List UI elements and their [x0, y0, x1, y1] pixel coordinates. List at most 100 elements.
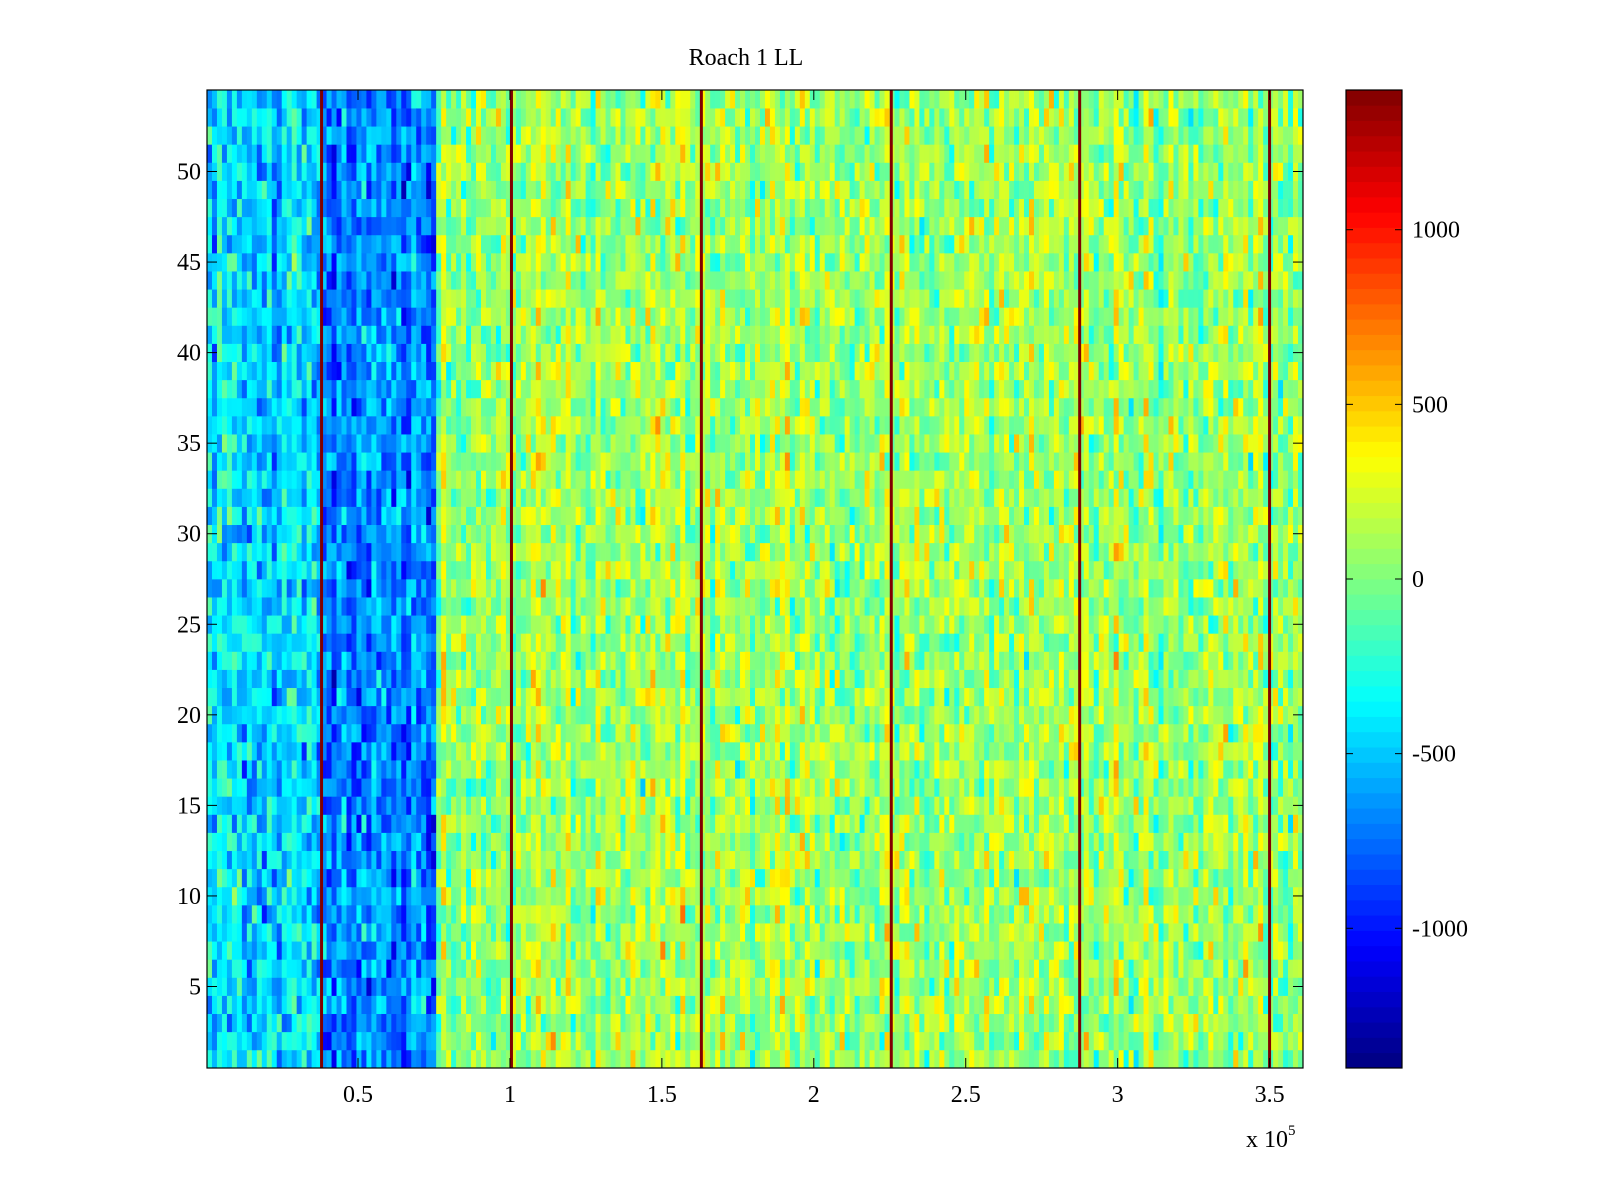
heatmap-cell [456, 651, 462, 670]
heatmap-cell [635, 886, 641, 906]
heatmap-cell [326, 234, 332, 254]
heatmap-cell [610, 90, 616, 109]
heatmap-cell [481, 669, 487, 689]
heatmap-cell [256, 452, 263, 471]
heatmap-cell [391, 923, 397, 942]
heatmap-cell [535, 868, 542, 888]
heatmap-cell [226, 905, 233, 924]
heatmap-cell [221, 886, 228, 906]
heatmap-cell [595, 452, 601, 471]
heatmap-cell [565, 216, 572, 236]
heatmap-cell [371, 144, 377, 163]
heatmap-cell [416, 108, 422, 127]
heatmap-cell [530, 434, 537, 453]
heatmap-cell [466, 778, 472, 797]
heatmap-cell [630, 814, 636, 833]
heatmap-cell [251, 615, 258, 634]
heatmap-cell [590, 814, 596, 833]
heatmap-cell [665, 814, 671, 833]
heatmap-cell [256, 216, 263, 236]
heatmap-cell [610, 579, 616, 598]
heatmap-cell [276, 669, 283, 689]
heatmap-cell [530, 325, 537, 344]
heatmap-cell [605, 868, 611, 888]
heatmap-cell [510, 579, 517, 598]
heatmap-cell [391, 1031, 397, 1051]
heatmap-cell [381, 597, 387, 616]
heatmap-cell [316, 162, 322, 181]
heatmap-cell [555, 162, 562, 181]
heatmap-cell [665, 959, 671, 978]
heatmap-cell [406, 126, 412, 145]
heatmap-cell [391, 470, 397, 489]
heatmap-cell [650, 995, 656, 1015]
heatmap-cell [485, 850, 492, 870]
heatmap-cell [396, 216, 402, 236]
heatmap-cell [351, 90, 357, 109]
heatmap-cell [386, 796, 392, 815]
heatmap-cell [515, 597, 522, 616]
heatmap-cell [485, 1031, 492, 1051]
heatmap-cell [401, 434, 407, 453]
heatmap-cell [500, 434, 507, 453]
heatmap-cell [490, 742, 497, 761]
heatmap-cell [291, 651, 298, 670]
heatmap-cell [625, 959, 631, 978]
heatmap-cell [560, 651, 567, 670]
heatmap-cell [326, 253, 332, 272]
heatmap-cell [391, 633, 397, 652]
heatmap-cell [525, 434, 532, 453]
heatmap-cell [286, 234, 293, 254]
heatmap-cell [615, 905, 621, 924]
heatmap-cell [580, 977, 586, 996]
heatmap-cell [406, 905, 412, 924]
heatmap-cell [515, 216, 522, 236]
heatmap-cell [391, 1013, 397, 1033]
heatmap-cell [466, 579, 472, 598]
heatmap-cell [575, 687, 581, 707]
heatmap-cell [441, 198, 447, 218]
heatmap-cell [550, 271, 557, 290]
heatmap-cell [481, 180, 487, 200]
heatmap-cell [650, 506, 656, 526]
heatmap-cell [660, 778, 666, 797]
heatmap-cell [530, 615, 537, 634]
heatmap-cell [401, 108, 407, 127]
heatmap-cell [226, 1049, 233, 1069]
heatmap-cell [436, 705, 442, 725]
heatmap-cell [241, 126, 248, 145]
heatmap-cell [630, 1013, 636, 1033]
heatmap-cell [316, 868, 322, 888]
heatmap-cell [381, 1049, 387, 1069]
heatmap-cell [630, 325, 636, 344]
heatmap-cell [510, 995, 517, 1015]
heatmap-cell [510, 905, 517, 924]
heatmap-cell [376, 977, 382, 996]
heatmap-cell [620, 941, 626, 960]
heatmap-cell [311, 977, 317, 996]
heatmap-cell [371, 90, 377, 109]
heatmap-cell [461, 742, 467, 761]
heatmap-cell [341, 1013, 347, 1033]
heatmap-cell [495, 108, 502, 127]
heatmap-cell [570, 868, 576, 888]
heatmap-cell [545, 434, 552, 453]
heatmap-cell [236, 615, 243, 634]
heatmap-cell [376, 723, 382, 743]
heatmap-cell [625, 597, 631, 616]
heatmap-cell [221, 162, 228, 181]
heatmap-cell [207, 144, 213, 163]
heatmap-cell [660, 760, 666, 779]
heatmap-cell [545, 234, 552, 254]
heatmap-cell [520, 579, 527, 598]
heatmap-cell [635, 434, 641, 453]
heatmap-cell [261, 307, 268, 326]
heatmap-cell [580, 1013, 586, 1033]
heatmap-cell [461, 90, 467, 109]
heatmap-cell [301, 760, 307, 779]
heatmap-cell [386, 868, 392, 888]
heatmap-cell [366, 633, 372, 652]
heatmap-cell [261, 886, 268, 906]
heatmap-cell [311, 379, 317, 399]
heatmap-cell [630, 651, 636, 670]
